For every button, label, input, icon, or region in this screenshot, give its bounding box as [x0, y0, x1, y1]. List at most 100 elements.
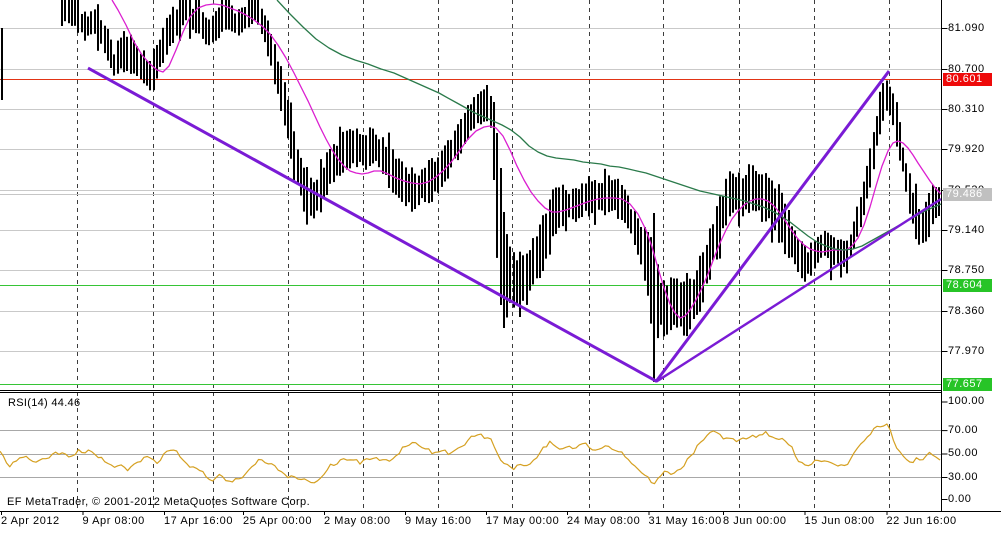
price-axis-label: 79.140 — [948, 224, 985, 236]
ohlc-bar — [477, 94, 479, 124]
ohlc-bar — [84, 11, 86, 41]
ohlc-bar — [470, 104, 472, 131]
ohlc-bar — [359, 134, 361, 162]
ohlc-bar — [71, 0, 73, 26]
ohlc-bar — [853, 221, 855, 249]
ohlc-bar — [882, 83, 884, 121]
ohlc-bar — [104, 25, 106, 54]
ohlc-bar — [869, 148, 871, 188]
ohlc-bar — [290, 102, 292, 159]
ohlc-bar — [660, 282, 662, 325]
ohlc-bar — [143, 50, 145, 84]
ohlc-bar — [673, 278, 675, 325]
ohlc-bar — [522, 255, 524, 301]
ohlc-bar — [647, 232, 649, 296]
ohlc-bar — [195, 0, 197, 34]
ohlc-bar — [781, 192, 783, 243]
ohlc-bar — [568, 193, 570, 218]
ohlc-bar — [107, 28, 109, 61]
ohlc-bar — [329, 149, 331, 184]
price-axis-label: 78.750 — [948, 264, 985, 276]
ohlc-bar — [336, 145, 338, 176]
time-axis-label[interactable]: 17 May 00:00 — [486, 515, 560, 527]
steep-ascending-trendline — [654, 70, 891, 383]
ohlc-bar — [807, 252, 809, 274]
ohlc-bar — [153, 48, 155, 91]
ohlc-bar — [74, 0, 76, 26]
ohlc-bar — [313, 182, 315, 219]
ohlc-bar — [581, 183, 583, 217]
ohlc-bar — [483, 89, 485, 122]
ohlc-bar — [542, 215, 544, 271]
time-axis-label[interactable]: 25 Apr 00:00 — [243, 515, 312, 527]
ohlc-bar — [526, 253, 528, 305]
ohlc-bar — [860, 197, 862, 228]
ohlc-bar — [179, 0, 181, 41]
ohlc-bar — [480, 91, 482, 125]
ohlc-bar — [349, 129, 351, 169]
time-axis-label[interactable]: 2 Apr 2012 — [1, 515, 60, 527]
ohlc-bar — [558, 187, 560, 228]
ohlc-bar — [506, 234, 508, 318]
ohlc-bar — [820, 234, 822, 258]
ohlc-bar — [378, 139, 380, 168]
time-axis-label[interactable]: 24 May 08:00 — [567, 515, 641, 527]
ohlc-bar — [709, 228, 711, 280]
ohlc-bar — [761, 174, 763, 222]
ohlc-bar — [270, 34, 272, 66]
ohlc-bar — [231, 5, 233, 32]
ohlc-bar — [722, 196, 724, 229]
ohlc-bar — [490, 96, 492, 128]
ohlc-bar — [624, 189, 626, 223]
ohlc-bar — [683, 281, 685, 336]
ohlc-bar — [752, 165, 754, 211]
ohlc-bar — [735, 177, 737, 210]
ohlc-bar — [549, 199, 551, 255]
ohlc-bar — [280, 66, 282, 111]
ohlc-bar — [846, 240, 848, 274]
ohlc-bar — [254, 0, 256, 21]
ohlc-bar — [61, 0, 63, 26]
ohlc-bar — [352, 130, 354, 164]
ohlc-bar — [185, 0, 187, 21]
ohlc-bar — [126, 36, 128, 71]
ohlc-bar — [719, 196, 721, 259]
ohlc-bar — [192, 8, 194, 30]
ohlc-bar — [745, 175, 747, 210]
ohlc-bar — [172, 6, 174, 44]
ohlc-bar — [238, 9, 240, 36]
ohlc-bar — [411, 167, 413, 212]
ohlc-bar — [140, 53, 142, 80]
ohlc-bar — [686, 273, 688, 337]
ohlc-bar — [804, 245, 806, 282]
ohlc-bar — [748, 164, 750, 213]
ohlc-bar — [251, 0, 253, 24]
ohlc-bar — [810, 242, 812, 276]
ohlc-bar — [676, 278, 678, 328]
ohlc-bar — [755, 171, 757, 212]
ohlc-bar — [791, 226, 793, 258]
ohlc-bar — [493, 102, 495, 180]
ohlc-bar — [94, 9, 96, 34]
ohlc-bar — [680, 282, 682, 327]
time-axis-label[interactable]: 2 May 08:00 — [324, 515, 391, 527]
ohlc-bar — [90, 11, 92, 35]
time-axis-label[interactable]: 9 May 16:00 — [405, 515, 472, 527]
time-axis-label[interactable]: 9 Apr 08:00 — [82, 515, 145, 527]
ohlc-bar — [866, 165, 868, 199]
time-axis-label[interactable]: 8 Jun 00:00 — [723, 515, 787, 527]
slow-ma-line — [276, 0, 942, 251]
time-axis-label[interactable]: 17 Apr 16:00 — [164, 515, 233, 527]
time-axis-label[interactable]: 31 May 16:00 — [648, 515, 722, 527]
time-axis-label[interactable]: 22 Jun 16:00 — [886, 515, 957, 527]
ohlc-bar — [133, 40, 135, 74]
ohlc-bar — [830, 235, 832, 281]
time-axis-label[interactable]: 15 Jun 08:00 — [804, 515, 875, 527]
ohlc-bar — [395, 158, 397, 195]
ohlc-bar — [562, 184, 564, 227]
ohlc-bar — [712, 224, 714, 261]
ohlc-bar — [198, 0, 200, 34]
ohlc-bar — [212, 15, 214, 43]
ohlc-bar — [614, 179, 616, 211]
